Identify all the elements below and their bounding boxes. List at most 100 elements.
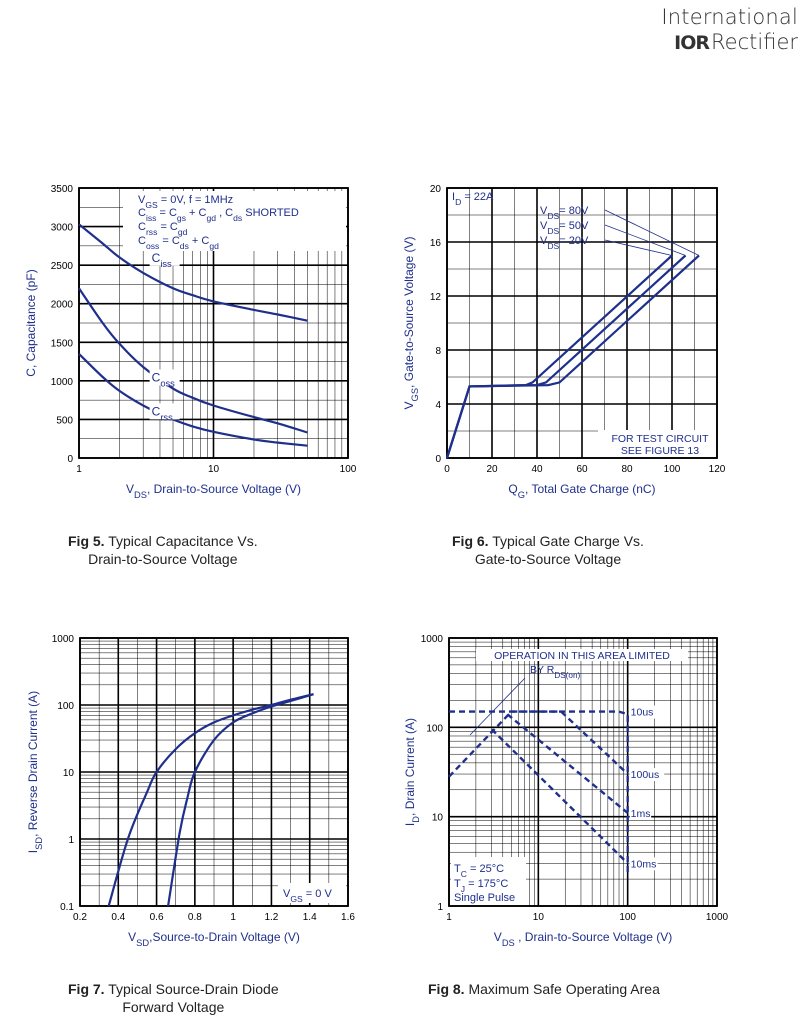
series-label-ciss: Ciss — [152, 251, 172, 269]
series-vds-20v — [445, 254, 673, 459]
pulse-label-bg — [629, 806, 652, 820]
pulse-label-bg — [629, 768, 665, 782]
fig6-test-line1: FOR TEST CIRCUIT — [611, 433, 709, 445]
series-label-bg — [149, 249, 180, 266]
logo-mark: IOR — [674, 32, 710, 54]
x-tick-label: 100 — [619, 912, 636, 923]
fig8-annot-box — [476, 649, 688, 661]
fig6-leader-line — [604, 209, 700, 256]
fig6-test-line2: SEE FIGURE 13 — [621, 445, 699, 457]
x-tick-label: 1 — [446, 912, 452, 923]
fig7-caption: Fig 7. Typical Source-Drain Diode Forwar… — [68, 980, 279, 1016]
fig5-legend-line1: VGS = 0V, f = 1MHz — [138, 194, 233, 210]
x-tick-label: 60 — [576, 464, 588, 475]
series-rds-on-limit — [448, 710, 513, 778]
pulse-label-10us: 10us — [631, 707, 654, 719]
fig8-cond-box — [451, 857, 526, 905]
x-tick-label: 1.6 — [341, 912, 355, 923]
y-tick-label: 10 — [63, 768, 75, 779]
y-tick-label: 500 — [56, 415, 73, 426]
pulse-label-bg — [629, 857, 658, 871]
fig8-tj-label: TJ = 175°C — [454, 878, 508, 894]
fig8-number: Fig 8. — [428, 981, 465, 997]
x-tick-label: 0.6 — [150, 912, 164, 923]
y-tick-label: 2000 — [51, 300, 74, 311]
fig5-legend-line2: Ciss = Cgs + Cgd , Cds SHORTED — [138, 207, 299, 223]
y-tick-label: 1 — [68, 835, 74, 846]
fig5-caption-line2: Drain-to-Source Voltage — [88, 551, 238, 567]
series-tj-175-c — [107, 693, 314, 907]
plot-frame — [446, 187, 718, 459]
fig8-caption-line1: Maximum Safe Operating Area — [468, 981, 660, 997]
fig7-caption-line2: Forward Voltage — [122, 999, 225, 1015]
series-label-bg — [149, 369, 180, 386]
fig5-caption: Fig 5. Typical Capacitance Vs. Drain-to-… — [68, 532, 258, 568]
fig8-caption: Fig 8. Maximum Safe Operating Area — [428, 980, 660, 998]
series-ciss — [78, 223, 308, 322]
plot-frame — [448, 637, 718, 907]
fig6-label-80v: VDS= 80V — [540, 205, 589, 221]
x-tick-label: 80 — [621, 464, 633, 475]
fig8-leader-line — [469, 677, 526, 736]
y-tick-label: 100 — [426, 723, 443, 734]
plot-frame — [78, 187, 349, 459]
y-tick-label: 8 — [435, 346, 441, 357]
pulse-label-1ms: 1ms — [631, 808, 651, 820]
series-label-crss: Crss — [152, 404, 173, 422]
series-10ms — [490, 728, 629, 865]
x-tick-label: 10 — [533, 912, 545, 923]
fig5-legend-line4: Coss = Cds + Cgd — [138, 235, 219, 251]
logo-international: International — [661, 5, 798, 29]
x-tick-label: 20 — [486, 464, 498, 475]
x-tick-label: 1000 — [706, 912, 729, 923]
fig5-legend-box — [123, 191, 346, 251]
y-axis-title: ID, Drain Current (A) — [403, 718, 421, 826]
x-tick-label: 1 — [76, 464, 82, 475]
fig8-annot-line1: OPERATION IN THIS AREA LIMITED — [494, 650, 670, 662]
fig6-label-20v: VDS= 20V — [540, 235, 589, 251]
series-1ms — [506, 713, 629, 814]
company-logo: International IORRectifier — [661, 4, 798, 55]
y-tick-label: 1000 — [52, 634, 75, 645]
x-tick-label: 1.2 — [264, 912, 278, 923]
fig6-leader-line — [604, 239, 673, 256]
x-tick-label: 0.8 — [188, 912, 202, 923]
y-tick-label: 1500 — [51, 338, 74, 349]
fig6-id-label: ID = 22A — [452, 191, 494, 207]
x-tick-label: 0.4 — [111, 912, 125, 923]
fig7-chart: 0.2 0.4 0.6 0.8 1 1.2 1.4 1.6 0.1 1 10 100 1000 VGS =… — [26, 634, 355, 948]
y-axis-title: VGS, Gate-to-Source Voltage (V) — [402, 237, 420, 410]
series-tj-25-c — [167, 693, 314, 907]
plot-frame — [79, 637, 349, 907]
y-tick-label: 0.1 — [60, 902, 74, 913]
fig5-caption-line1: Typical Capacitance Vs. — [108, 533, 258, 549]
y-tick-label: 3000 — [51, 223, 74, 234]
fig8-single-pulse: Single Pulse — [454, 892, 515, 904]
fig5-legend-line3: Crss = Cgd — [138, 221, 188, 237]
fig6-chart: 0 20 40 60 80 100 120 0 4 8 12 16 20 ID = 22A VDS= 80V… — [402, 184, 726, 500]
x-axis-title: VSD,Source-to-Drain Voltage (V) — [128, 930, 300, 948]
fig8-tc-label: TC = 25°C — [454, 863, 504, 879]
x-tick-label: 0 — [444, 464, 450, 475]
y-tick-label: 10 — [432, 813, 444, 824]
x-tick-label: 1 — [230, 912, 236, 923]
x-axis-title: QG, Total Gate Charge (nC) — [508, 482, 655, 500]
x-tick-label: 40 — [531, 464, 543, 475]
y-tick-label: 0 — [435, 454, 441, 465]
fig8-annot-line2: BY RDS(on) — [530, 664, 580, 680]
pulse-label-bg — [629, 705, 658, 719]
y-tick-label: 12 — [430, 292, 442, 303]
fig6-caption: Fig 6. Typical Gate Charge Vs. Gate-to-S… — [452, 532, 644, 568]
y-tick-label: 1 — [437, 902, 443, 913]
fig7-vgs-box — [278, 883, 346, 903]
series-label-coss: Coss — [152, 370, 176, 388]
fig6-caption-line2: Gate-to-Source Voltage — [474, 551, 622, 567]
y-tick-label: 1000 — [421, 634, 444, 645]
fig6-leader-line — [604, 224, 686, 256]
y-tick-label: 1000 — [51, 377, 74, 388]
logo-rectifier: Rectifier — [711, 30, 798, 54]
y-tick-label: 2500 — [51, 261, 74, 272]
x-axis-title: VDS , Drain-to-Source Voltage (V) — [494, 930, 672, 948]
